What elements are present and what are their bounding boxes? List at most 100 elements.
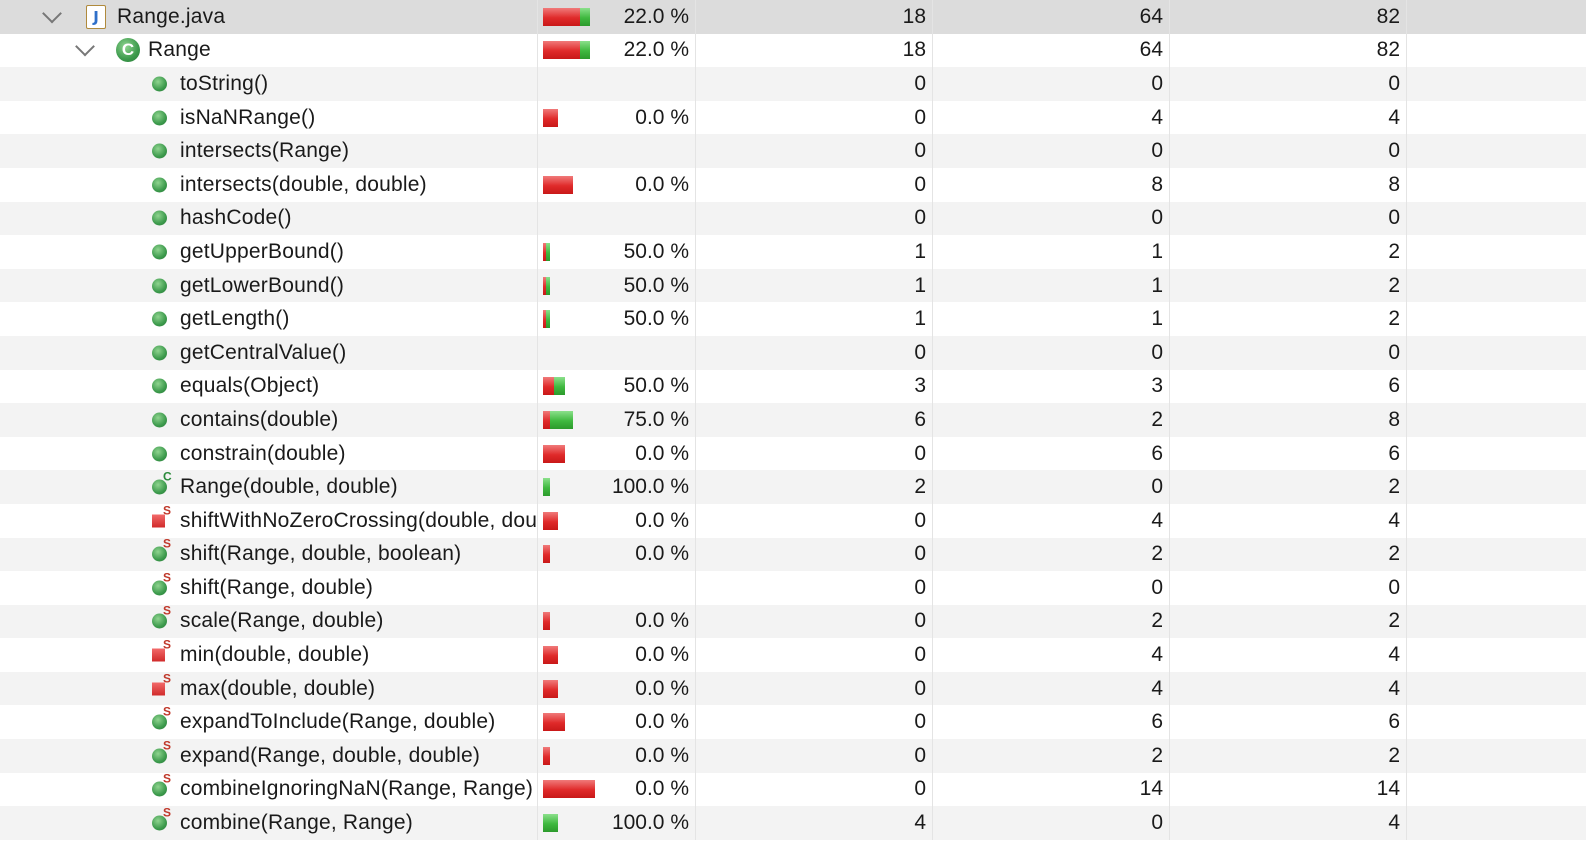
missed-instructions: 64	[933, 33, 1170, 68]
chevron-down-icon[interactable]	[75, 36, 95, 57]
empty-column	[1407, 739, 1586, 773]
coverage-bar	[543, 511, 558, 530]
missed-bar-segment	[543, 444, 565, 463]
empty-column	[1407, 571, 1586, 605]
public-static-method-icon: S	[152, 773, 171, 797]
empty-column	[1407, 638, 1586, 672]
coverage-percent: 22.0 %	[623, 4, 689, 28]
covered-instructions: 0	[696, 134, 933, 168]
coverage-cell: 22.0 %	[538, 33, 696, 68]
table-row[interactable]: equals(Object) 50.0 % 3 3 6	[0, 369, 1586, 404]
element-cell[interactable]: getUpperBound()	[0, 235, 538, 269]
missed-bar-segment	[543, 410, 550, 429]
table-row[interactable]: hashCode() 0 0 0	[0, 201, 1586, 236]
empty-column	[1407, 470, 1586, 504]
java-file-icon: J	[86, 4, 106, 29]
coverage-cell: 50.0 %	[538, 235, 696, 269]
element-cell[interactable]: J Range.java	[0, 0, 538, 34]
coverage-bar	[543, 814, 558, 833]
empty-column	[1407, 672, 1586, 706]
covered-bar-segment	[543, 478, 550, 497]
empty-column	[1407, 269, 1586, 303]
total-instructions: 2	[1170, 604, 1407, 639]
public-static-method-icon: S	[152, 807, 171, 831]
table-row[interactable]: getCentralValue() 0 0 0	[0, 335, 1586, 370]
table-row[interactable]: constrain(double) 0.0 % 0 6 6	[0, 436, 1586, 471]
missed-instructions: 64	[933, 0, 1170, 34]
element-cell[interactable]: equals(Object)	[0, 369, 538, 404]
coverage-percent: 0.0 %	[635, 172, 689, 196]
table-row[interactable]: intersects(Range) 0 0 0	[0, 134, 1586, 168]
total-instructions: 6	[1170, 369, 1407, 404]
coverage-cell: 0.0 %	[538, 705, 696, 740]
coverage-bar	[543, 679, 558, 698]
element-cell[interactable]: getLength()	[0, 302, 538, 336]
element-cell[interactable]: getCentralValue()	[0, 335, 538, 370]
missed-instructions: 0	[933, 201, 1170, 236]
element-cell[interactable]: constrain(double)	[0, 436, 538, 471]
total-instructions: 0	[1170, 571, 1407, 605]
total-instructions: 4	[1170, 638, 1407, 672]
total-instructions: 8	[1170, 403, 1407, 437]
covered-bar-segment	[580, 41, 590, 60]
table-row[interactable]: C Range 22.0 % 18 64 82	[0, 33, 1586, 68]
table-row[interactable]: contains(double) 75.0 % 6 2 8	[0, 403, 1586, 437]
chevron-down-icon[interactable]	[42, 3, 62, 24]
total-instructions: 4	[1170, 806, 1407, 840]
table-row[interactable]: toString() 0 0 0	[0, 67, 1586, 101]
coverage-cell: 0.0 %	[538, 638, 696, 672]
element-cell[interactable]: toString()	[0, 67, 538, 101]
covered-bar-segment	[554, 377, 565, 396]
table-row[interactable]: getLowerBound() 50.0 % 1 1 2	[0, 268, 1586, 303]
element-cell[interactable]: C Range	[0, 33, 538, 68]
element-cell[interactable]: C Range(double, double)	[0, 470, 538, 504]
element-cell[interactable]: intersects(double, double)	[0, 167, 538, 202]
element-name: contains(double)	[180, 407, 339, 431]
table-row[interactable]: C Range(double, double) 100.0 % 2 0 2	[0, 470, 1586, 504]
covered-instructions: 0	[696, 335, 933, 370]
coverage-cell: 50.0 %	[538, 302, 696, 336]
table-row[interactable]: getUpperBound() 50.0 % 1 1 2	[0, 235, 1586, 269]
element-name: combineIgnoringNaN(Range, Range)	[180, 777, 534, 801]
table-row[interactable]: isNaNRange() 0.0 % 0 4 4	[0, 100, 1586, 135]
element-name: max(double, double)	[180, 676, 376, 700]
element-name: expandToInclude(Range, double)	[180, 710, 496, 734]
public-method-icon	[152, 412, 167, 428]
element-name: getLowerBound()	[180, 273, 345, 297]
coverage-bar	[543, 612, 550, 631]
element-cell[interactable]: intersects(Range)	[0, 134, 538, 168]
total-instructions: 2	[1170, 235, 1407, 269]
element-cell[interactable]: contains(double)	[0, 403, 538, 437]
coverage-bar	[543, 545, 550, 564]
table-row[interactable]: getLength() 50.0 % 1 1 2	[0, 302, 1586, 336]
coverage-bar	[543, 242, 550, 261]
table-row[interactable]: intersects(double, double) 0.0 % 0 8 8	[0, 167, 1586, 202]
coverage-bar	[543, 310, 550, 329]
covered-instructions: 3	[696, 369, 933, 404]
element-cell[interactable]: getLowerBound()	[0, 268, 538, 303]
table-row[interactable]: J Range.java 22.0 % 18 64 82	[0, 0, 1586, 34]
element-cell[interactable]: isNaNRange()	[0, 100, 538, 135]
element-cell[interactable]: hashCode()	[0, 201, 538, 236]
